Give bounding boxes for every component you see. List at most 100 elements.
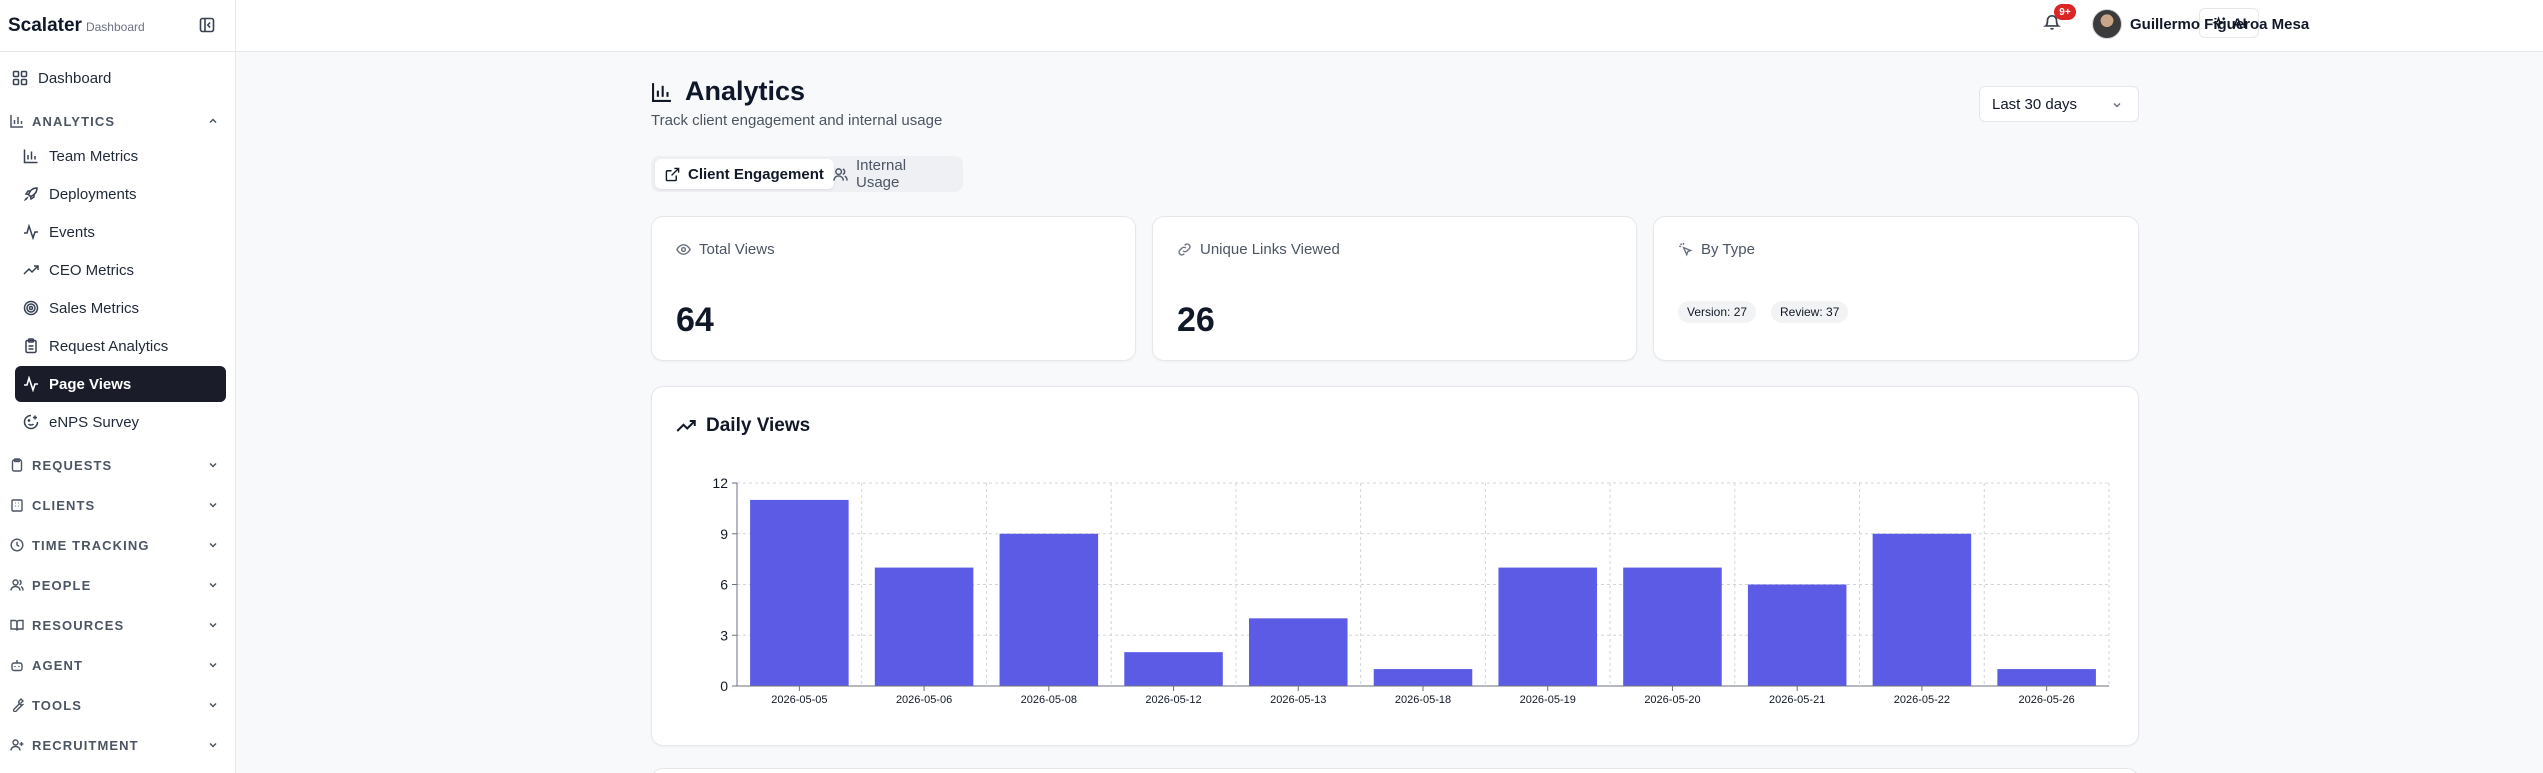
bar[interactable] xyxy=(1249,618,1348,686)
sidebar-item-dashboard[interactable]: Dashboard xyxy=(10,60,222,96)
section-label: PEOPLE xyxy=(32,577,92,593)
book-icon xyxy=(10,618,24,632)
sidebar-item-label: Request Analytics xyxy=(49,337,169,355)
section-label: TIME TRACKING xyxy=(32,537,150,553)
activity-icon xyxy=(23,224,39,240)
tab-internal-usage[interactable]: Internal Usage xyxy=(823,157,963,191)
y-tick-label: 6 xyxy=(720,577,728,593)
section-requests[interactable]: REQUESTS xyxy=(10,450,220,480)
x-tick-label: 2026-05-20 xyxy=(1644,694,1700,706)
chevron-down-icon xyxy=(206,738,220,752)
date-range-value: Last 30 days xyxy=(1992,95,2078,113)
daily-views-card: Daily Views 0 3 6 9 12 2026-05-05 2026-05-06 20… xyxy=(651,386,2139,746)
section-label: ANALYTICS xyxy=(32,113,116,129)
x-tick-label: 2026-05-19 xyxy=(1520,694,1576,706)
bar[interactable] xyxy=(1124,652,1223,686)
page-header: Analytics xyxy=(651,76,805,107)
type-pill-review: Review: 37 xyxy=(1771,301,1849,323)
clipboard-icon xyxy=(10,458,24,472)
bar-chart-icon xyxy=(10,114,24,128)
y-tick-label: 9 xyxy=(720,526,728,542)
trending-up-icon xyxy=(23,262,39,278)
y-tick-label: 3 xyxy=(720,627,728,643)
section-label: TOOLS xyxy=(32,697,83,713)
type-pill-version: Version: 27 xyxy=(1678,301,1757,323)
bar[interactable] xyxy=(999,533,1099,686)
bar[interactable] xyxy=(1997,669,2096,686)
sidebar: Scalater Dashboard Dashboard ANALYTICS T… xyxy=(0,0,236,773)
chevron-down-icon xyxy=(206,578,220,592)
bar[interactable] xyxy=(1498,567,1597,686)
sidebar-item-label: Sales Metrics xyxy=(49,299,140,317)
chevron-down-icon xyxy=(2110,98,2124,112)
bar[interactable] xyxy=(1623,567,1722,686)
x-tick-label: 2026-05-18 xyxy=(1395,694,1451,706)
ai-label: AI xyxy=(2232,15,2247,31)
sidebar-item-label: Deployments xyxy=(49,185,137,203)
y-tick-label: 12 xyxy=(712,475,728,491)
bar[interactable] xyxy=(750,499,849,686)
tab-list: Client Engagement Internal Usage xyxy=(651,156,963,192)
trending-up-icon xyxy=(676,416,696,436)
user-name[interactable]: Guillermo Figueroa Mesa xyxy=(2130,16,2310,33)
clock-icon xyxy=(10,538,24,552)
bell-icon[interactable] xyxy=(2043,13,2065,35)
chevron-down-icon xyxy=(206,458,220,472)
chevron-down-icon xyxy=(206,698,220,712)
stat-card-by-type: By Type Version: 27 Review: 37 xyxy=(1653,216,2139,361)
rocket-icon xyxy=(23,186,39,202)
sidebar-item-deployments[interactable]: Deployments xyxy=(15,176,221,212)
bar-chart-icon xyxy=(651,81,673,103)
sidebar-item-request-analytics[interactable]: Request Analytics xyxy=(15,328,221,364)
bar[interactable] xyxy=(874,567,974,686)
next-card xyxy=(651,768,2139,773)
target-icon xyxy=(23,300,39,316)
chevron-down-icon xyxy=(206,658,220,672)
x-tick-label: 2026-05-05 xyxy=(771,694,827,706)
pointer-click-icon xyxy=(1678,242,1693,257)
section-clients[interactable]: CLIENTS xyxy=(10,490,220,520)
chevron-down-icon xyxy=(206,618,220,632)
section-recruitment[interactable]: RECRUITMENT xyxy=(10,730,220,760)
y-tick-label: 0 xyxy=(720,678,728,694)
sidebar-item-sales-metrics[interactable]: Sales Metrics xyxy=(15,290,221,326)
building-icon xyxy=(10,498,24,512)
sidebar-item-events[interactable]: Events xyxy=(15,214,221,250)
sidebar-item-team-metrics[interactable]: Team Metrics xyxy=(15,138,221,174)
section-time-tracking[interactable]: TIME TRACKING xyxy=(10,530,220,560)
x-tick-label: 2026-05-22 xyxy=(1894,694,1950,706)
date-range-select[interactable]: Last 30 days xyxy=(1979,86,2139,122)
card-label-text: Unique Links Viewed xyxy=(1200,241,1340,258)
bar[interactable] xyxy=(1872,533,1972,686)
bar-chart-icon xyxy=(23,148,39,164)
x-tick-label: 2026-05-06 xyxy=(896,694,952,706)
sidebar-item-enps-survey[interactable]: eNPS Survey xyxy=(15,404,221,440)
bar[interactable] xyxy=(1747,584,1847,687)
card-label-text: Total Views xyxy=(699,241,775,258)
chevron-down-icon xyxy=(206,538,220,552)
sidebar-item-ceo-metrics[interactable]: CEO Metrics xyxy=(15,252,221,288)
card-label: Unique Links Viewed xyxy=(1177,241,1340,258)
page-subtitle: Track client engagement and internal usa… xyxy=(651,112,943,129)
sparkles-icon xyxy=(2211,15,2227,31)
x-tick-label: 2026-05-21 xyxy=(1769,694,1825,706)
brand[interactable]: Scalater Dashboard xyxy=(0,0,235,52)
bar[interactable] xyxy=(1373,669,1473,686)
tab-label: Internal Usage xyxy=(856,157,907,191)
section-resources[interactable]: RESOURCES xyxy=(10,610,220,640)
section-people[interactable]: PEOPLE xyxy=(10,570,220,600)
sidebar-item-label: Page Views xyxy=(49,375,132,393)
tab-label: Client Engagement xyxy=(688,165,824,183)
avatar[interactable] xyxy=(2092,9,2122,39)
sidebar-toggle-icon[interactable] xyxy=(196,14,218,36)
chevron-down-icon xyxy=(206,498,220,512)
eye-icon xyxy=(676,242,691,257)
section-agent[interactable]: AGENT xyxy=(10,650,220,680)
sidebar-item-label: Dashboard xyxy=(38,69,112,87)
tab-client-engagement[interactable]: Client Engagement xyxy=(655,159,834,189)
section-tools[interactable]: TOOLS xyxy=(10,690,220,720)
ai-button[interactable]: AI xyxy=(2199,8,2259,38)
sidebar-item-page-views[interactable]: Page Views xyxy=(15,366,226,402)
card-label: Total Views xyxy=(676,241,775,258)
section-analytics[interactable]: ANALYTICS xyxy=(10,106,220,136)
